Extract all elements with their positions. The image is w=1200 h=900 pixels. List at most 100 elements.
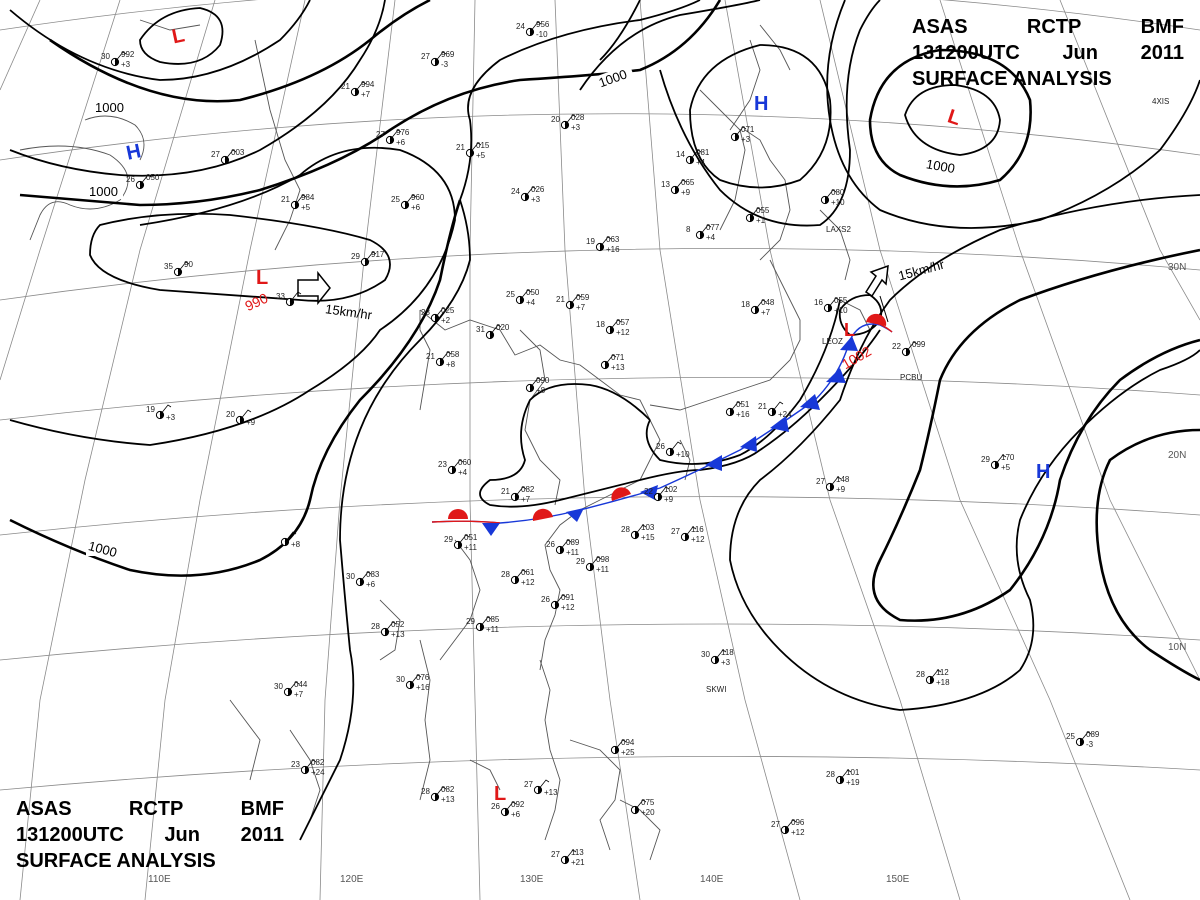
station-temperature: 28 (371, 622, 380, 631)
high-center-label: H (124, 140, 143, 165)
station-pressure-tendency: +24 (311, 768, 325, 777)
station-pressure: 061 (521, 568, 535, 577)
station-plot: 28 101+19 (826, 768, 860, 787)
station-cloud-fill (285, 538, 289, 546)
station-pressure-tendency: +5 (301, 203, 311, 212)
station-plot: 19 +3 (146, 404, 176, 422)
station-pressure: 082 (441, 785, 455, 794)
station-temperature: 30 (346, 572, 355, 581)
station-cloud-fill (458, 541, 462, 549)
station-wind-barb (304, 759, 317, 771)
station-pressure: 994 (361, 80, 375, 89)
station-cloud-fill (530, 384, 534, 392)
station-temperature: 20 (551, 115, 560, 124)
cold-front-mark (840, 336, 858, 351)
station-pressure-tendency: +11 (566, 548, 580, 557)
station-temperature: 28 (421, 787, 430, 796)
station-temperature: 28 (826, 770, 835, 779)
station-pressure: 060 (458, 458, 472, 467)
station-plot: 051+16 (725, 400, 750, 419)
station-temperature: 30 (274, 682, 283, 691)
station-cloud-fill (828, 304, 832, 312)
station-pressure: 077 (706, 223, 720, 232)
station-pressure-tendency: +9 (836, 485, 846, 494)
station-temperature: 22 (892, 342, 901, 351)
station-plot: 18 048+7 (741, 298, 775, 317)
product-label: SURFACE ANALYSIS (16, 850, 216, 872)
grid-labels: 110E 120E 130E 140E 150E 150E 30N 20N 10… (148, 262, 1186, 885)
cold-front-mark (482, 523, 500, 536)
station-cloud-fill (385, 628, 389, 636)
station-pressure-tendency: +4 (696, 158, 706, 167)
station-cloud-fill (930, 676, 934, 684)
station-cloud-fill (288, 688, 292, 696)
station-pressure: 082 (311, 758, 325, 767)
station-wind-barb (479, 616, 492, 628)
station-pressure: 058 (446, 350, 460, 359)
station-pressure-tendency: +10 (676, 450, 690, 459)
isobar-ne-low-1000 (868, 48, 1032, 188)
station-plot: 27 113+21 (551, 848, 585, 867)
warm-front-mark (448, 509, 468, 519)
station-id: PCBU (900, 373, 922, 382)
station-temperature: 20 (226, 410, 235, 419)
station-pressure: 020 (496, 323, 510, 332)
station-cloud-fill (658, 493, 662, 501)
station-pressure: 025 (441, 306, 455, 315)
station-pressure-tendency: -3 (1086, 740, 1094, 749)
station-cloud-fill (635, 531, 639, 539)
station-pressure: 956 (536, 20, 550, 29)
station-wind-barb (684, 526, 697, 538)
station-pressure: 028 (571, 113, 585, 122)
station-wind-barb (669, 441, 682, 453)
station-wind-barb (239, 409, 252, 421)
station-pressure-tendency: +1 (756, 216, 766, 225)
station-cloud-fill (635, 806, 639, 814)
station-cloud-fill (995, 461, 999, 469)
isobar-central-china-low (89, 212, 391, 302)
isobar-label: 1000 (87, 538, 119, 560)
station-plot: 25 960+6 (391, 193, 425, 212)
station-pressure-tendency: +3 (721, 658, 731, 667)
station-plot: 24 956-10 (516, 20, 550, 39)
station-pressure-tendency: +10 (834, 306, 848, 315)
station-wind-barb (634, 524, 647, 536)
station-wind-barb (1079, 731, 1092, 743)
station-pressure: 096 (791, 818, 805, 827)
isobar-ne-outer (826, 0, 1200, 229)
station-plot: 21 994+7 (341, 80, 375, 99)
station-temperature: 23 (421, 308, 430, 317)
motion-arrows (297, 264, 889, 323)
station-cloud-fill (405, 201, 409, 209)
station-cloud-fill (825, 196, 829, 204)
station-pressure-tendency: +3 (121, 60, 131, 69)
station-pressure: 917 (371, 250, 385, 259)
station-pressure: 048 (761, 298, 775, 307)
isobar-1000-southwest (9, 199, 462, 577)
station-plot: 30 118+3 (701, 648, 734, 667)
station-wind-barb (604, 354, 617, 366)
station-wind-barb (284, 531, 297, 543)
station-pressure-tendency: +6 (396, 138, 406, 147)
station-wind-barb (564, 114, 577, 126)
station-wind-barb (359, 571, 372, 583)
station-pressure: 055 (756, 206, 770, 215)
year-label: 2011 (1140, 42, 1184, 64)
station-temperature: 21 (341, 82, 350, 91)
station-cloud-fill (490, 331, 494, 339)
station-wind-barb (824, 189, 837, 201)
station-label: RCTP (128, 798, 184, 820)
station-temperature: 21 (426, 352, 435, 361)
station-pressure: 118 (721, 648, 734, 657)
low-center-label: L (256, 267, 268, 289)
isobar-taiwan-loop (479, 329, 881, 508)
station-cloud-fill (515, 493, 519, 501)
warm-front-segment-west (431, 520, 501, 524)
station-plot: 25 089-3 (1066, 730, 1100, 749)
station-pressure-tendency: +7 (576, 303, 586, 312)
cold-front-mark (640, 485, 658, 500)
station-pressure: 026 (531, 185, 545, 194)
warm-front-mark (866, 313, 887, 326)
station-plot: +8 (280, 531, 301, 549)
